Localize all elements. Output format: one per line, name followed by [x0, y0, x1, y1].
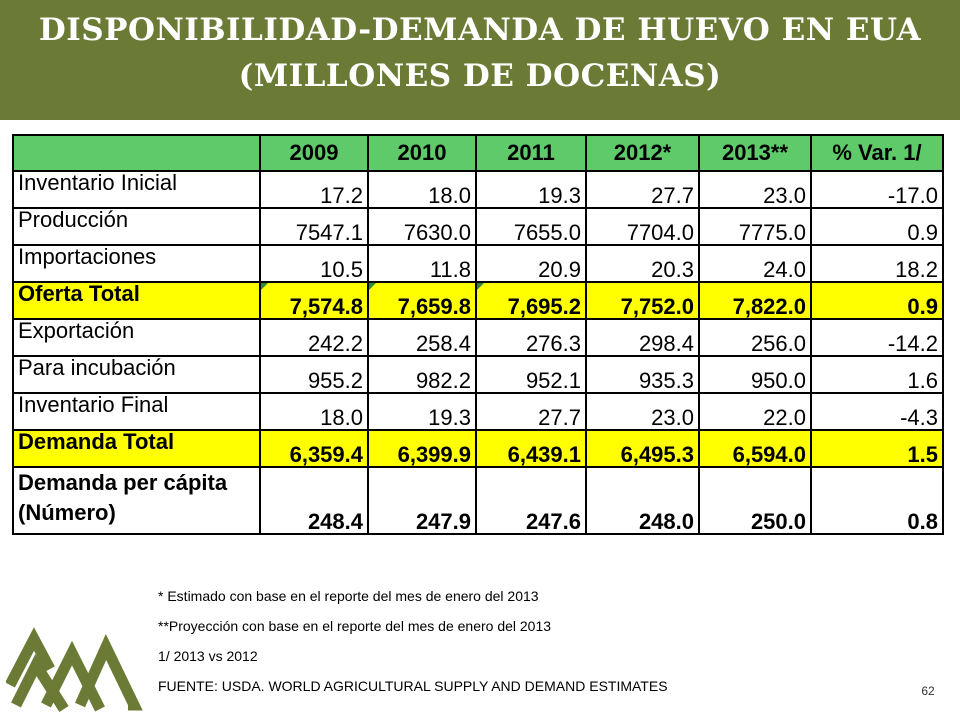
table-cell: -4.3: [810, 392, 944, 431]
footnote-variation: 1/ 2013 vs 2012: [158, 648, 258, 664]
table-row: Para incubación 955.2 982.2 952.1 935.3 …: [12, 355, 944, 394]
table-cell: 6,594.0: [698, 429, 812, 468]
table-row: Exportación 242.2 258.4 276.3 298.4 256.…: [12, 318, 944, 357]
table-cell: -14.2: [810, 318, 944, 357]
row-label-line1: Demanda per cápita: [18, 470, 228, 495]
table-cell: 982.2: [367, 355, 477, 394]
footnote-estimate: * Estimado con base en el reporte del me…: [158, 588, 539, 604]
table-cell: 19.3: [475, 170, 587, 209]
table-cell: 17.2: [259, 170, 369, 209]
table-row: Inventario Inicial 17.2 18.0 19.3 27.7 2…: [12, 170, 944, 209]
table-cell: 6,359.4: [259, 429, 369, 468]
row-label: Inventario Final: [12, 392, 261, 431]
table-cell: 7630.0: [367, 207, 477, 246]
table-cell: 7655.0: [475, 207, 587, 246]
table-cell: 1.5: [810, 429, 944, 468]
row-label: Oferta Total: [12, 281, 261, 320]
cell-marker-icon: [262, 284, 268, 290]
table-cell: 258.4: [367, 318, 477, 357]
header-cell-variation: % Var. 1/: [810, 134, 944, 172]
table-cell: 7,752.0: [585, 281, 700, 320]
table-cell: 7,822.0: [698, 281, 812, 320]
footnotes: * Estimado con base en el reporte del me…: [158, 586, 858, 706]
table-cell: 298.4: [585, 318, 700, 357]
row-label: Demanda Total: [12, 429, 261, 468]
table-cell: 24.0: [698, 244, 812, 283]
cell-marker-icon: [370, 284, 376, 290]
table-row: Demanda per cápita (Número) 248.4 247.9 …: [12, 466, 944, 535]
page-subtitle: (MILLONES DE DOCENAS): [238, 58, 722, 94]
table-cell: 22.0: [698, 392, 812, 431]
footnote-source: FUENTE: USDA. WORLD AGRICULTURAL SUPPLY …: [158, 678, 668, 694]
table-cell: 6,399.9: [367, 429, 477, 468]
table-row: Producción 7547.1 7630.0 7655.0 7704.0 7…: [12, 207, 944, 246]
table-cell: 7775.0: [698, 207, 812, 246]
table-row: Importaciones 10.5 11.8 20.9 20.3 24.0 1…: [12, 244, 944, 283]
table-cell: 242.2: [259, 318, 369, 357]
header-cell-2012: 2012*: [585, 134, 700, 172]
cell-value: 7,659.8: [397, 294, 471, 319]
table-cell: 935.3: [585, 355, 700, 394]
header-cell-2011: 2011: [475, 134, 587, 172]
table-cell: 247.6: [475, 466, 587, 535]
table-cell: 276.3: [475, 318, 587, 357]
table-cell: 0.9: [810, 281, 944, 320]
table-cell: 23.0: [585, 392, 700, 431]
row-label: Exportación: [12, 318, 261, 357]
row-label: Producción: [12, 207, 261, 246]
page-title: DISPONIBILIDAD-DEMANDA DE HUEVO EN EUA: [38, 12, 922, 48]
table-cell: 952.1: [475, 355, 587, 394]
table-cell: 19.3: [367, 392, 477, 431]
header-cell-2013: 2013**: [698, 134, 812, 172]
title-banner: DISPONIBILIDAD-DEMANDA DE HUEVO EN EUA (…: [0, 0, 960, 120]
table-cell: 1.6: [810, 355, 944, 394]
table-cell: 250.0: [698, 466, 812, 535]
table-cell: 7,574.8: [259, 281, 369, 320]
cell-value: 7,574.8: [289, 294, 363, 319]
row-label: Demanda per cápita (Número): [12, 466, 261, 535]
table-cell: 6,495.3: [585, 429, 700, 468]
table-cell: 256.0: [698, 318, 812, 357]
table-cell: 18.0: [367, 170, 477, 209]
table-cell: 11.8: [367, 244, 477, 283]
supply-demand-table: 2009 2010 2011 2012* 2013** % Var. 1/ In…: [12, 134, 944, 535]
table-cell: 20.9: [475, 244, 587, 283]
cell-marker-icon: [478, 284, 484, 290]
table-cell: 248.4: [259, 466, 369, 535]
table-cell: 0.8: [810, 466, 944, 535]
table-cell: 950.0: [698, 355, 812, 394]
cell-value: 7,695.2: [507, 294, 581, 319]
table-cell: -17.0: [810, 170, 944, 209]
table-cell: 20.3: [585, 244, 700, 283]
row-label: Importaciones: [12, 244, 261, 283]
table-cell: 247.9: [367, 466, 477, 535]
table-cell: 18.0: [259, 392, 369, 431]
table-cell: 7,659.8: [367, 281, 477, 320]
header-cell-2009: 2009: [259, 134, 369, 172]
row-label-line2: (Número): [18, 500, 116, 525]
table-cell: 27.7: [585, 170, 700, 209]
table-cell: 6,439.1: [475, 429, 587, 468]
page-number: 62: [921, 684, 935, 698]
table-cell: 248.0: [585, 466, 700, 535]
table-row: Inventario Final 18.0 19.3 27.7 23.0 22.…: [12, 392, 944, 431]
table-cell: 10.5: [259, 244, 369, 283]
table-row-highlight: Demanda Total 6,359.4 6,399.9 6,439.1 6,…: [12, 429, 944, 468]
table-cell: 7,695.2: [475, 281, 587, 320]
header-cell-blank: [12, 134, 261, 172]
table-cell: 0.9: [810, 207, 944, 246]
table-cell: 23.0: [698, 170, 812, 209]
table-cell: 27.7: [475, 392, 587, 431]
row-label: Inventario Inicial: [12, 170, 261, 209]
table-cell: 955.2: [259, 355, 369, 394]
table-cell: 7704.0: [585, 207, 700, 246]
table-cell: 7547.1: [259, 207, 369, 246]
row-label: Para incubación: [12, 355, 261, 394]
table-header-row: 2009 2010 2011 2012* 2013** % Var. 1/: [12, 134, 944, 172]
mountain-logo-icon: [6, 627, 143, 712]
table-cell: 18.2: [810, 244, 944, 283]
footnote-projection: **Proyección con base en el reporte del …: [158, 618, 552, 634]
table-row-highlight: Oferta Total 7,574.8 7,659.8 7,695.2 7,7…: [12, 281, 944, 320]
header-cell-2010: 2010: [367, 134, 477, 172]
